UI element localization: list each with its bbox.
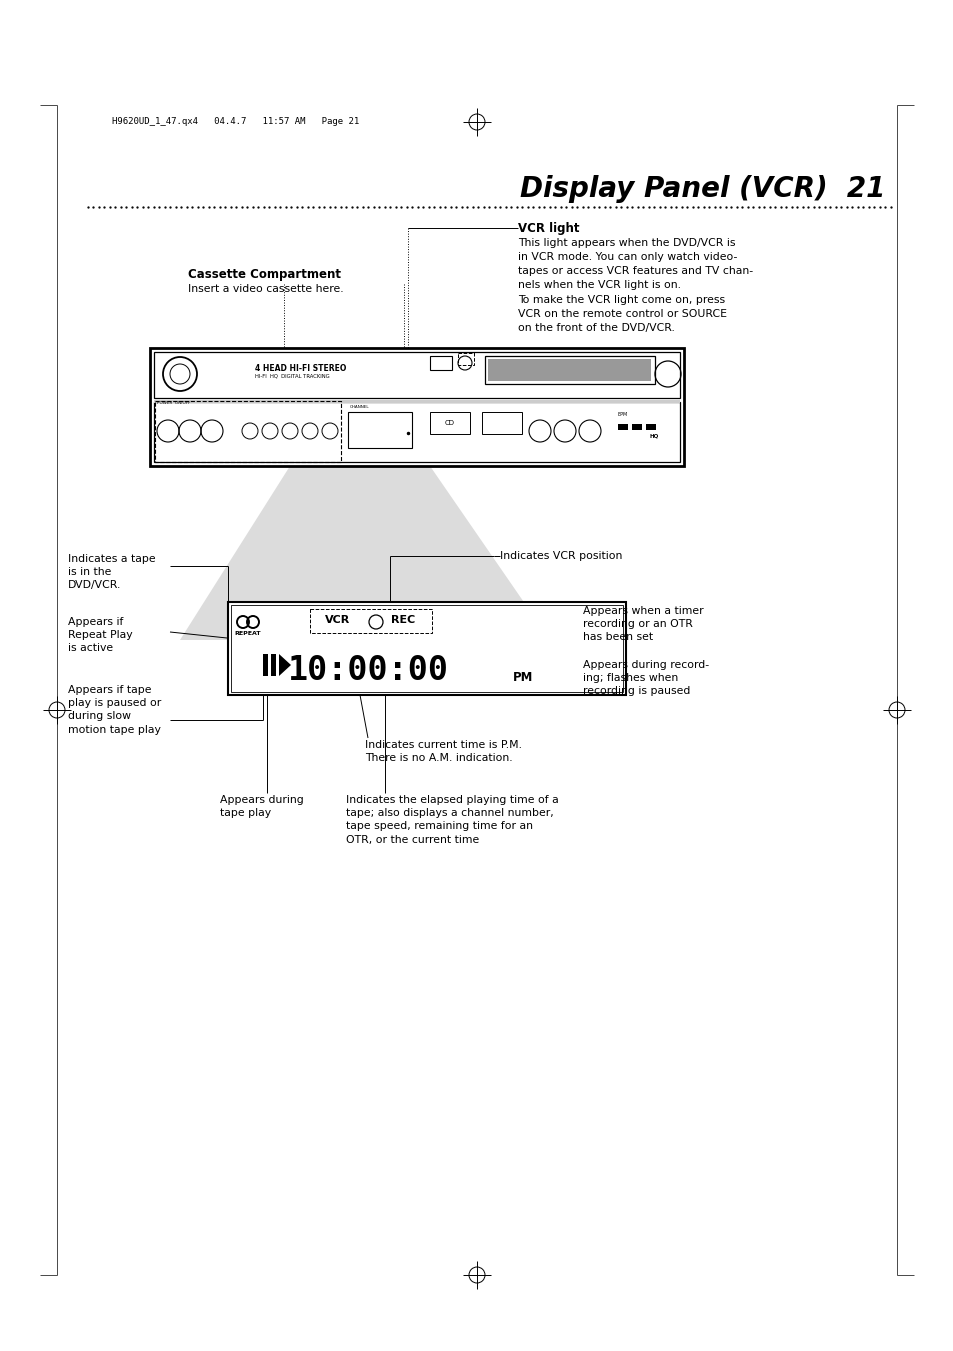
Text: This light appears when the DVD/VCR is
in VCR mode. You can only watch video-
ta: This light appears when the DVD/VCR is i… [517, 238, 752, 332]
Text: Appears if tape
play is paused or
during slow
motion tape play: Appears if tape play is paused or during… [68, 685, 161, 735]
Bar [231, 605, 622, 692]
Bar [488, 359, 650, 381]
Text: VCR: VCR [325, 615, 351, 626]
Bar [645, 424, 656, 430]
Bar [154, 401, 340, 462]
Bar [631, 424, 641, 430]
Text: VCR light: VCR light [517, 222, 578, 235]
Text: REC: REC [391, 615, 415, 626]
Text: Display Panel (VCR)  21: Display Panel (VCR) 21 [519, 176, 884, 203]
Bar [153, 403, 679, 462]
Bar [457, 353, 474, 365]
Bar [618, 424, 627, 430]
Bar [263, 654, 268, 676]
Bar [348, 412, 412, 449]
Bar [430, 412, 470, 434]
Text: Indicates VCR position: Indicates VCR position [499, 551, 621, 561]
Text: REPEAT: REPEAT [234, 631, 261, 636]
Polygon shape [180, 466, 550, 640]
Text: Indicates a tape
is in the
DVD/VCR.: Indicates a tape is in the DVD/VCR. [68, 554, 155, 590]
Text: EPM: EPM [618, 412, 628, 417]
Text: Indicates current time is P.M.
There is no A.M. indication.: Indicates current time is P.M. There is … [365, 740, 521, 763]
Text: Appears when a timer
recording or an OTR
has been set: Appears when a timer recording or an OTR… [582, 607, 703, 642]
Text: Appears during record-
ing; flashes when
recording is paused: Appears during record- ing; flashes when… [582, 661, 708, 696]
Text: PM: PM [513, 671, 533, 684]
Text: Appears if
Repeat Play
is active: Appears if Repeat Play is active [68, 617, 132, 654]
Bar [271, 654, 275, 676]
Text: Appears during
tape play: Appears during tape play [220, 794, 303, 819]
Text: POWER  ON/OFF: POWER ON/OFF [157, 401, 191, 405]
Bar [228, 603, 625, 694]
Bar [310, 609, 432, 634]
Text: 4 HEAD HI-FI STEREO: 4 HEAD HI-FI STEREO [254, 363, 346, 373]
Bar [153, 400, 679, 403]
Text: 10:00:00: 10:00:00 [288, 654, 449, 688]
Text: HQ: HQ [649, 434, 659, 439]
Text: Insert a video cassette here.: Insert a video cassette here. [188, 284, 343, 295]
Polygon shape [278, 654, 291, 676]
Text: CHANNEL: CHANNEL [350, 405, 369, 409]
Text: CD: CD [444, 420, 455, 426]
Text: HI-FI  HQ  DIGITAL TRACKING: HI-FI HQ DIGITAL TRACKING [254, 374, 330, 380]
Bar [484, 357, 655, 384]
Bar [481, 412, 521, 434]
Bar [430, 357, 452, 370]
Text: H9620UD_1_47.qx4   04.4.7   11:57 AM   Page 21: H9620UD_1_47.qx4 04.4.7 11:57 AM Page 21 [112, 118, 359, 126]
Text: Indicates the elapsed playing time of a
tape; also displays a channel number,
ta: Indicates the elapsed playing time of a … [346, 794, 558, 844]
Text: Cassette Compartment: Cassette Compartment [188, 267, 340, 281]
Bar [150, 349, 683, 466]
Bar [153, 353, 679, 399]
Text: DVD/VCR PLAYER: DVD/VCR PLAYER [544, 367, 586, 373]
